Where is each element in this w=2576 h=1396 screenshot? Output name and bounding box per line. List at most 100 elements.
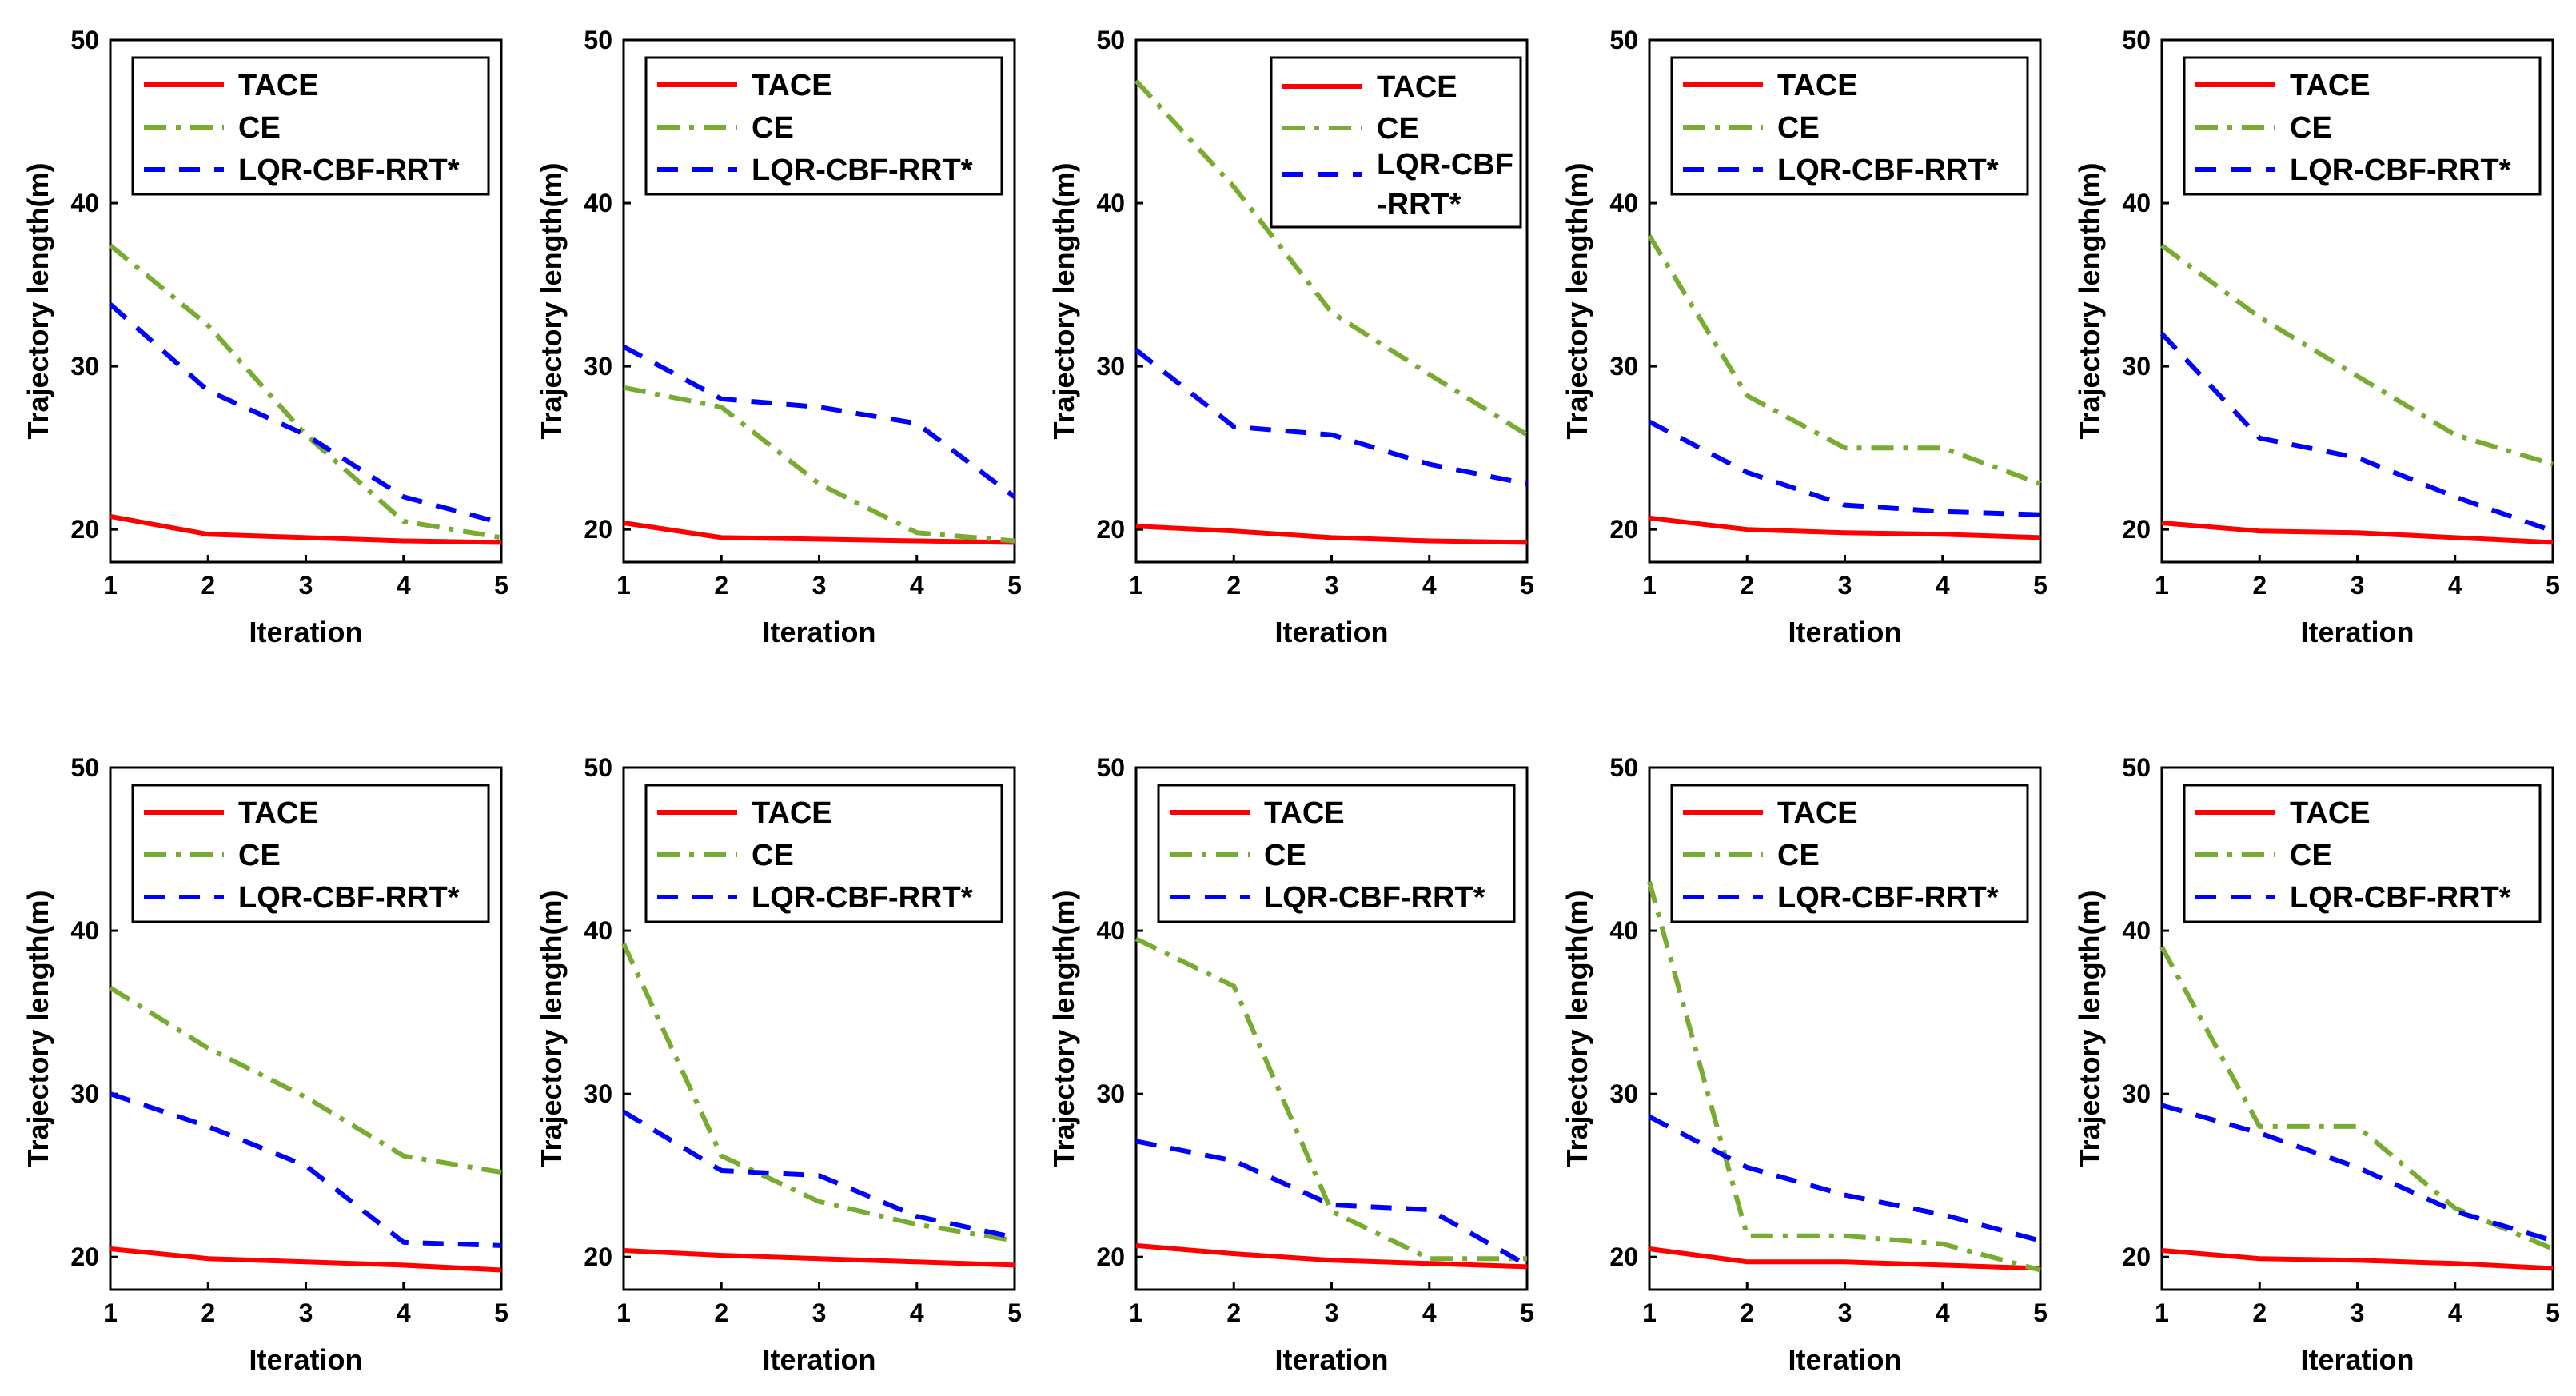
y-tick-label: 40 [70, 916, 99, 945]
x-tick-label: 1 [2155, 1298, 2169, 1327]
series-line-lqr-cbf-rrt- [110, 1091, 502, 1248]
y-tick-label: 40 [1609, 189, 1638, 217]
series-line-tace [1649, 515, 2041, 540]
x-axis-label: Iteration [1274, 616, 1388, 648]
x-axis-label: Iteration [249, 1343, 362, 1376]
series-line-lqr-cbf-rrt- [1648, 419, 2041, 517]
y-axis-label: Trajectory length(m) [22, 890, 54, 1167]
series-line-lqr-cbf-rrt- [2159, 332, 2554, 534]
series-line-tace [1135, 1242, 1528, 1270]
legend-label: CE [1777, 839, 1820, 872]
x-tick-label: 3 [2351, 571, 2365, 600]
series-line-tace [1649, 1246, 2041, 1271]
y-tick-label: 40 [2122, 916, 2151, 945]
legend: TACE CE LQR-CBF-RRT* [1670, 784, 2029, 923]
x-tick-label: 2 [714, 571, 728, 600]
x-tick-label: 1 [103, 1298, 118, 1327]
legend: TACE CE LQR-CBF-RRT* [131, 784, 490, 923]
series-line-lqr-cbf-rrt- [2161, 1103, 2554, 1243]
y-axis-label: Trajectory length(m) [1047, 890, 1080, 1167]
chart-panel-7: 20 30 40 50 1 2 3 4 5 Iteration Trajectory length(… [535, 753, 1022, 1376]
legend-label: CE [752, 111, 794, 145]
x-tick-label: 2 [2252, 1298, 2267, 1327]
x-tick-label: 4 [910, 1298, 924, 1327]
x-tick-label: 4 [1422, 571, 1437, 600]
legend-label: LQR-CBF-RRT* [1777, 154, 1999, 187]
chart-panel-9: 20 30 40 50 1 2 3 4 5 Iteration Trajectory length(… [1561, 753, 2048, 1376]
y-tick-label: 40 [1096, 189, 1125, 217]
chart-panel-4: 20 30 40 50 1 2 3 4 5 Iteration Trajectory length(… [1561, 26, 2048, 648]
legend: TACE CE LQR-CBF-RRT* [1670, 56, 2029, 196]
x-tick-label: 4 [397, 571, 411, 600]
legend-label: CE [1264, 839, 1306, 872]
legend-label: LQR-CBF-RRT* [752, 881, 973, 915]
x-tick-label: 5 [1007, 1298, 1022, 1327]
x-axis-label: Iteration [762, 1343, 875, 1376]
chart-panel-2: 20 30 40 50 1 2 3 4 5 Iteration Trajectory length(… [535, 26, 1022, 648]
x-axis-label: Iteration [1788, 616, 1901, 648]
x-tick-label: 4 [1422, 1298, 1437, 1327]
y-tick-label: 40 [1609, 916, 1638, 945]
legend: TACE CE LQR-CBF-RRT* [1157, 784, 1516, 923]
x-tick-label: 2 [1226, 571, 1241, 600]
x-tick-label: 5 [1007, 571, 1022, 600]
y-tick-label: 40 [2122, 189, 2151, 217]
x-tick-label: 3 [1325, 571, 1339, 600]
x-tick-label: 5 [494, 1298, 508, 1327]
x-tick-label: 3 [1325, 1298, 1339, 1327]
series-line-tace [623, 1248, 1015, 1268]
y-axis-label: Trajectory length(m) [2073, 890, 2106, 1167]
series-line-ce [109, 985, 502, 1175]
x-tick-label: 3 [812, 571, 827, 600]
legend-label: TACE [238, 796, 319, 830]
x-tick-label: 2 [1226, 1298, 1241, 1327]
legend-label: TACE [1264, 796, 1345, 830]
legend-label: TACE [1777, 69, 1858, 102]
y-tick-label: 50 [70, 26, 99, 54]
x-tick-label: 3 [2351, 1298, 2365, 1327]
legend: TACE CE LQR-CBF-RRT* [2183, 56, 2542, 196]
x-tick-label: 1 [1642, 571, 1657, 600]
chart-panel-1: 20 30 40 50 1 2 3 4 5 Iteration Trajectory length(… [22, 26, 508, 648]
x-tick-label: 3 [812, 1298, 827, 1327]
series-line-tace [623, 521, 1015, 545]
legend-label: TACE [2290, 69, 2371, 102]
legend-label: TACE [2290, 796, 2371, 830]
y-axis-label: Trajectory length(m) [1047, 162, 1080, 439]
chart-panel-8: 20 30 40 50 1 2 3 4 5 Iteration Trajectory length(… [1047, 753, 1534, 1376]
series-line-ce [623, 385, 1015, 544]
x-tick-label: 5 [2033, 571, 2048, 600]
legend-label: CE [238, 839, 281, 872]
x-tick-label: 1 [1642, 1298, 1657, 1327]
y-axis-label: Trajectory length(m) [2073, 162, 2106, 439]
y-tick-label: 50 [1609, 26, 1638, 54]
legend-label: TACE [1377, 70, 1457, 104]
x-tick-label: 5 [2546, 1298, 2560, 1327]
y-axis-label: Trajectory length(m) [22, 162, 54, 439]
x-tick-label: 3 [1838, 571, 1852, 600]
series-line-ce [2159, 946, 2554, 1251]
series-line-tace [2161, 521, 2554, 545]
y-tick-label: 40 [1096, 916, 1125, 945]
x-axis-label: Iteration [249, 616, 362, 648]
series-line-ce [109, 243, 502, 540]
x-tick-label: 1 [616, 1298, 631, 1327]
y-tick-label: 20 [1609, 515, 1638, 544]
y-tick-label: 20 [1609, 1242, 1638, 1271]
series-line-tace [1135, 524, 1528, 545]
x-tick-label: 3 [299, 1298, 313, 1327]
chart-panel-10: 20 30 40 50 1 2 3 4 5 Iteration Trajectory length(… [2073, 753, 2560, 1376]
series-line-ce [1134, 936, 1527, 1262]
y-tick-label: 50 [1096, 26, 1125, 54]
legend-label: CE [238, 111, 281, 145]
chart-panel-5: 20 30 40 50 1 2 3 4 5 Iteration Trajectory length(… [2073, 26, 2560, 648]
y-tick-label: 30 [2122, 352, 2151, 381]
x-axis-label: Iteration [762, 616, 875, 648]
y-axis-label: Trajectory length(m) [535, 162, 568, 439]
y-axis-label: Trajectory length(m) [1561, 162, 1593, 439]
x-tick-label: 4 [910, 571, 924, 600]
legend-label: CE [752, 839, 794, 872]
legend-label: CE [1377, 112, 1419, 146]
chart-panel-6: 20 30 40 50 1 2 3 4 5 Iteration Trajectory length(… [22, 753, 508, 1376]
